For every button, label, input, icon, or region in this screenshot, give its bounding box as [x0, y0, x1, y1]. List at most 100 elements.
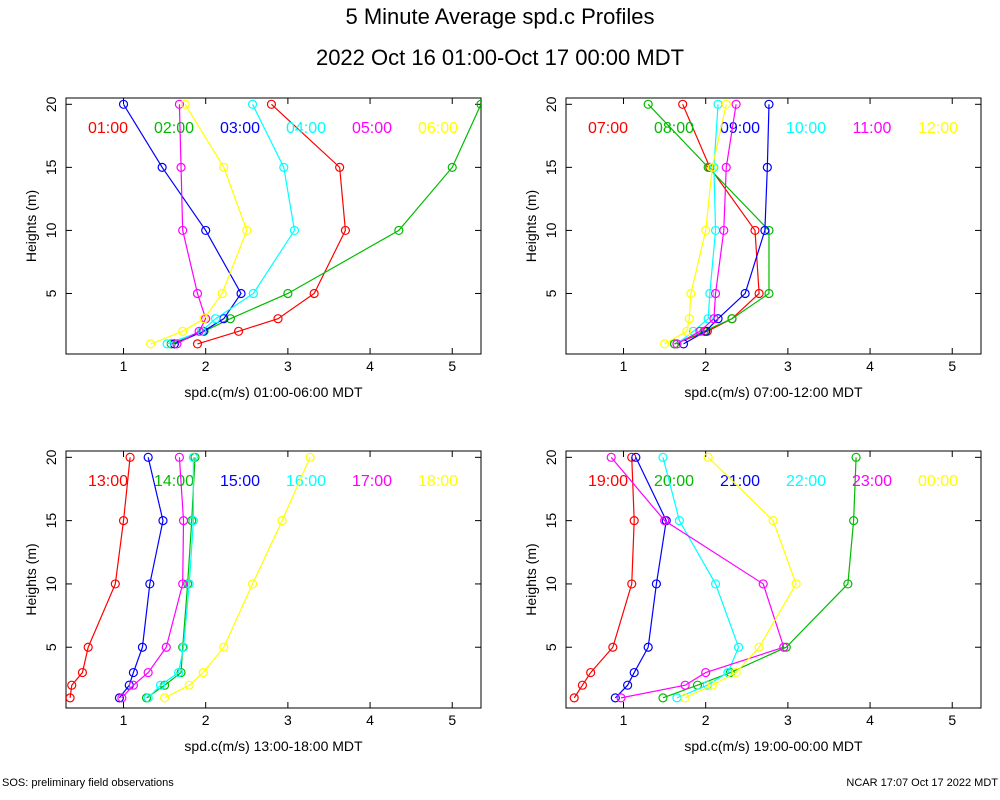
panel-2: 1 2 3 4 5 5 10 15 20 spd.c(m/s) 07:00-12:00 MDT He… — [523, 96, 982, 400]
x-tick-label: 1 — [120, 712, 128, 728]
data-point — [178, 642, 189, 652]
y-tick-label: 15 — [43, 159, 59, 175]
data-point — [658, 452, 668, 462]
data-point — [194, 326, 204, 336]
data-point — [695, 326, 705, 336]
data-point — [277, 516, 287, 526]
panel-3: 1 2 3 4 5 5 10 15 20 spd.c(m/s) 13:00-18:00 MDT He… — [23, 449, 482, 754]
x-tick-label: 3 — [284, 358, 292, 374]
data-point — [721, 99, 731, 109]
data-point — [731, 667, 741, 678]
x-tick-label: 1 — [620, 712, 628, 728]
data-point — [174, 452, 185, 462]
data-point — [178, 225, 188, 236]
legend-entry: 23:00 — [852, 473, 892, 490]
legend-entry: 15:00 — [220, 473, 260, 490]
data-point — [658, 693, 668, 703]
data-point — [849, 516, 859, 526]
data-point — [476, 99, 481, 109]
data-point — [680, 680, 690, 690]
data-point — [740, 288, 750, 299]
data-point — [760, 225, 770, 236]
series-2100 — [610, 452, 671, 703]
data-point — [707, 680, 717, 690]
legend-entry: 07:00 — [588, 120, 628, 137]
y-tick-label: 20 — [543, 449, 559, 465]
data-point — [701, 667, 711, 678]
x-axis-label: spd.c(m/s) 13:00-18:00 MDT — [184, 738, 363, 754]
data-point — [764, 288, 774, 299]
series-line — [69, 457, 131, 698]
data-point — [762, 162, 772, 172]
y-tick-label: 10 — [543, 576, 559, 592]
data-point — [77, 667, 88, 678]
data-point — [577, 680, 588, 690]
x-tick-label: 5 — [948, 358, 956, 374]
x-tick-label: 1 — [620, 358, 628, 374]
y-tick-label: 10 — [543, 222, 559, 238]
series-line — [676, 104, 719, 345]
y-tick-label: 10 — [43, 222, 59, 238]
data-point — [143, 693, 153, 703]
y-tick-label: 5 — [43, 643, 59, 651]
legend-entry: 14:00 — [154, 473, 194, 490]
data-point — [843, 579, 853, 589]
data-point — [779, 642, 789, 652]
data-point — [248, 288, 258, 299]
data-point — [279, 162, 289, 172]
x-tick-label: 3 — [284, 712, 292, 728]
y-axis-label: Heights (m) — [23, 543, 39, 615]
x-tick-label: 4 — [366, 712, 374, 728]
y-tick-label: 20 — [543, 96, 559, 112]
data-point — [627, 452, 637, 462]
data-point — [117, 693, 127, 703]
footer-timestamp: NCAR 17:07 Oct 17 2022 MDT — [846, 777, 998, 789]
data-point — [178, 579, 188, 589]
data-point — [674, 516, 685, 526]
series-0500 — [172, 99, 211, 349]
series-0900 — [678, 99, 774, 349]
series-1800 — [160, 452, 315, 703]
x-tick-label: 1 — [120, 358, 128, 374]
series-2300 — [606, 452, 789, 703]
legend-entry: 04:00 — [286, 120, 326, 137]
x-tick-label: 2 — [702, 712, 710, 728]
data-point — [192, 339, 203, 349]
series-line — [662, 457, 740, 699]
data-point — [569, 693, 579, 703]
series-line — [166, 104, 296, 345]
data-point — [155, 680, 166, 690]
data-point — [157, 162, 167, 172]
legend-entry: 08:00 — [654, 120, 694, 137]
x-tick-label: 4 — [366, 358, 374, 374]
data-point — [719, 225, 729, 236]
x-tick-label: 4 — [866, 712, 874, 728]
legend-entry: 03:00 — [220, 120, 260, 137]
legend-entry: 20:00 — [654, 473, 694, 490]
data-point — [678, 99, 688, 109]
data-point — [178, 516, 189, 526]
data-point — [174, 99, 185, 109]
data-point — [758, 579, 768, 589]
y-tick-label: 5 — [543, 643, 559, 651]
data-point — [701, 225, 711, 236]
chart-subtitle: 2022 Oct 16 01:00-Oct 17 00:00 MDT — [315, 45, 685, 70]
data-point — [680, 693, 690, 703]
series-line — [176, 104, 207, 345]
data-point — [725, 667, 735, 678]
data-point — [768, 516, 778, 526]
data-point — [172, 339, 182, 349]
y-tick-label: 20 — [43, 449, 59, 465]
data-point — [199, 314, 209, 324]
x-tick-label: 3 — [784, 358, 792, 374]
data-point — [137, 642, 148, 652]
data-point — [242, 225, 252, 236]
series-line — [614, 457, 667, 699]
data-point — [128, 680, 138, 690]
data-point — [710, 288, 721, 299]
data-point — [188, 516, 198, 526]
data-point — [236, 288, 246, 299]
x-tick-label: 2 — [702, 358, 710, 374]
series-0700 — [669, 99, 764, 349]
